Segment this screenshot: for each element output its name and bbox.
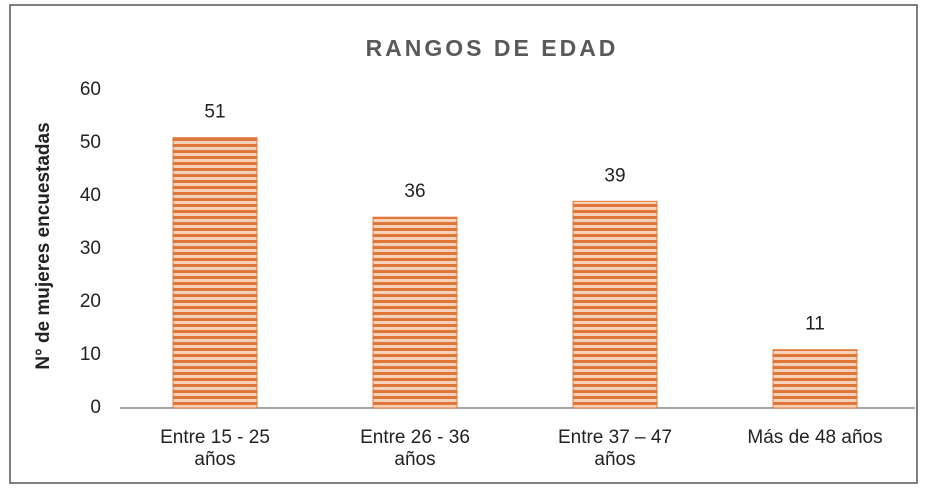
y-tick-label: 10 [80,344,101,365]
chart-title: RANGOS DE EDAD [366,35,619,61]
data-label: 11 [805,314,825,335]
y-tick-label: 40 [80,185,101,206]
data-label: 36 [404,181,425,202]
bar [772,349,858,409]
bar [172,137,258,409]
y-tick-label: 50 [80,132,101,153]
x-tick-label: Entre 26 - 36 años [360,427,470,470]
data-label: 51 [204,102,225,123]
data-label: 39 [604,165,625,186]
y-tick-label: 60 [80,79,101,100]
bar [572,200,658,409]
y-tick-label: 30 [80,238,101,259]
bar [372,216,458,409]
x-tick-label: Más de 48 años [747,427,883,448]
y-tick-label: 0 [90,397,101,418]
y-tick-label: 20 [80,291,101,312]
y-axis-title: N° de mujeres encuestadas [33,122,54,369]
x-tick-label: Entre 15 - 25 años [160,427,270,470]
frame [9,4,918,484]
x-tick-label: Entre 37 – 47 años [557,427,673,470]
